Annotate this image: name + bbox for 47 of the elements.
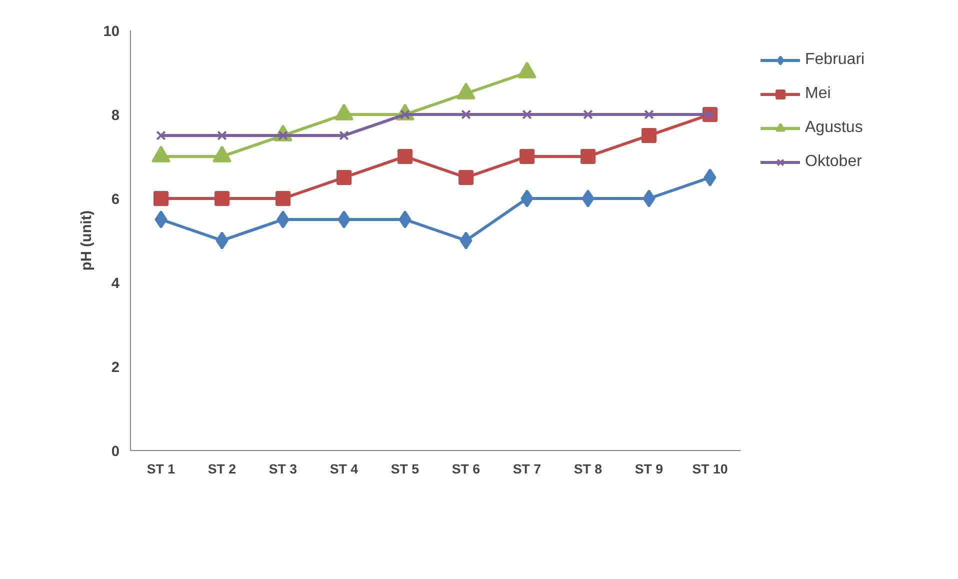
point [276,210,290,228]
point [156,130,166,140]
x-tick-label: ST 4 [330,462,359,476]
point [642,190,656,208]
y-tick-label: 10 [103,24,120,40]
y-tick-label: 4 [111,276,120,292]
point [398,210,412,228]
point [338,210,350,228]
x-tick-label: ST 2 [208,462,236,476]
y-axis-title: pH (unit) [79,210,96,271]
point [704,168,716,186]
point [154,191,168,206]
y-tick-label: 6 [111,192,120,208]
point [461,110,471,120]
point [522,110,532,120]
y-tick-label: 8 [111,108,120,124]
point [214,191,230,206]
point [458,170,474,185]
point [460,232,472,250]
x-tick-label: ST 6 [452,462,480,476]
point [336,170,352,185]
x-tick-label: ST 10 [692,462,728,476]
point [520,149,534,164]
point [217,130,227,140]
x-tick-label: ST 1 [146,462,176,476]
legend-label: Februari [805,51,865,69]
point [582,190,594,208]
x-tick-label: ST 3 [268,462,298,476]
x-tick-label: ST 9 [634,462,664,476]
x-tick-label: ST 8 [574,462,602,476]
y-tick-label: 0 [111,444,120,460]
point [642,128,656,143]
legend-label: Mei [805,85,831,103]
point [398,149,412,164]
x-tick-label: ST 5 [390,462,420,476]
point [644,110,654,120]
point [583,110,593,120]
point [216,232,228,250]
point [276,191,290,206]
y-tick-label: 2 [111,360,120,376]
point [339,130,349,140]
point [580,149,596,164]
point [154,210,168,228]
legend-label: Oktober [805,153,862,171]
legend-label: Agustus [805,119,863,137]
point [520,190,534,208]
x-tick-label: ST 7 [512,462,542,476]
